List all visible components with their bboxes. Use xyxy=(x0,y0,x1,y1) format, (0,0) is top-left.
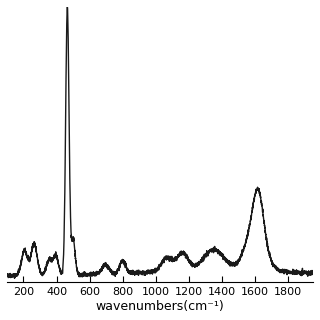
X-axis label: wavenumbers(cm⁻¹): wavenumbers(cm⁻¹) xyxy=(96,300,224,313)
